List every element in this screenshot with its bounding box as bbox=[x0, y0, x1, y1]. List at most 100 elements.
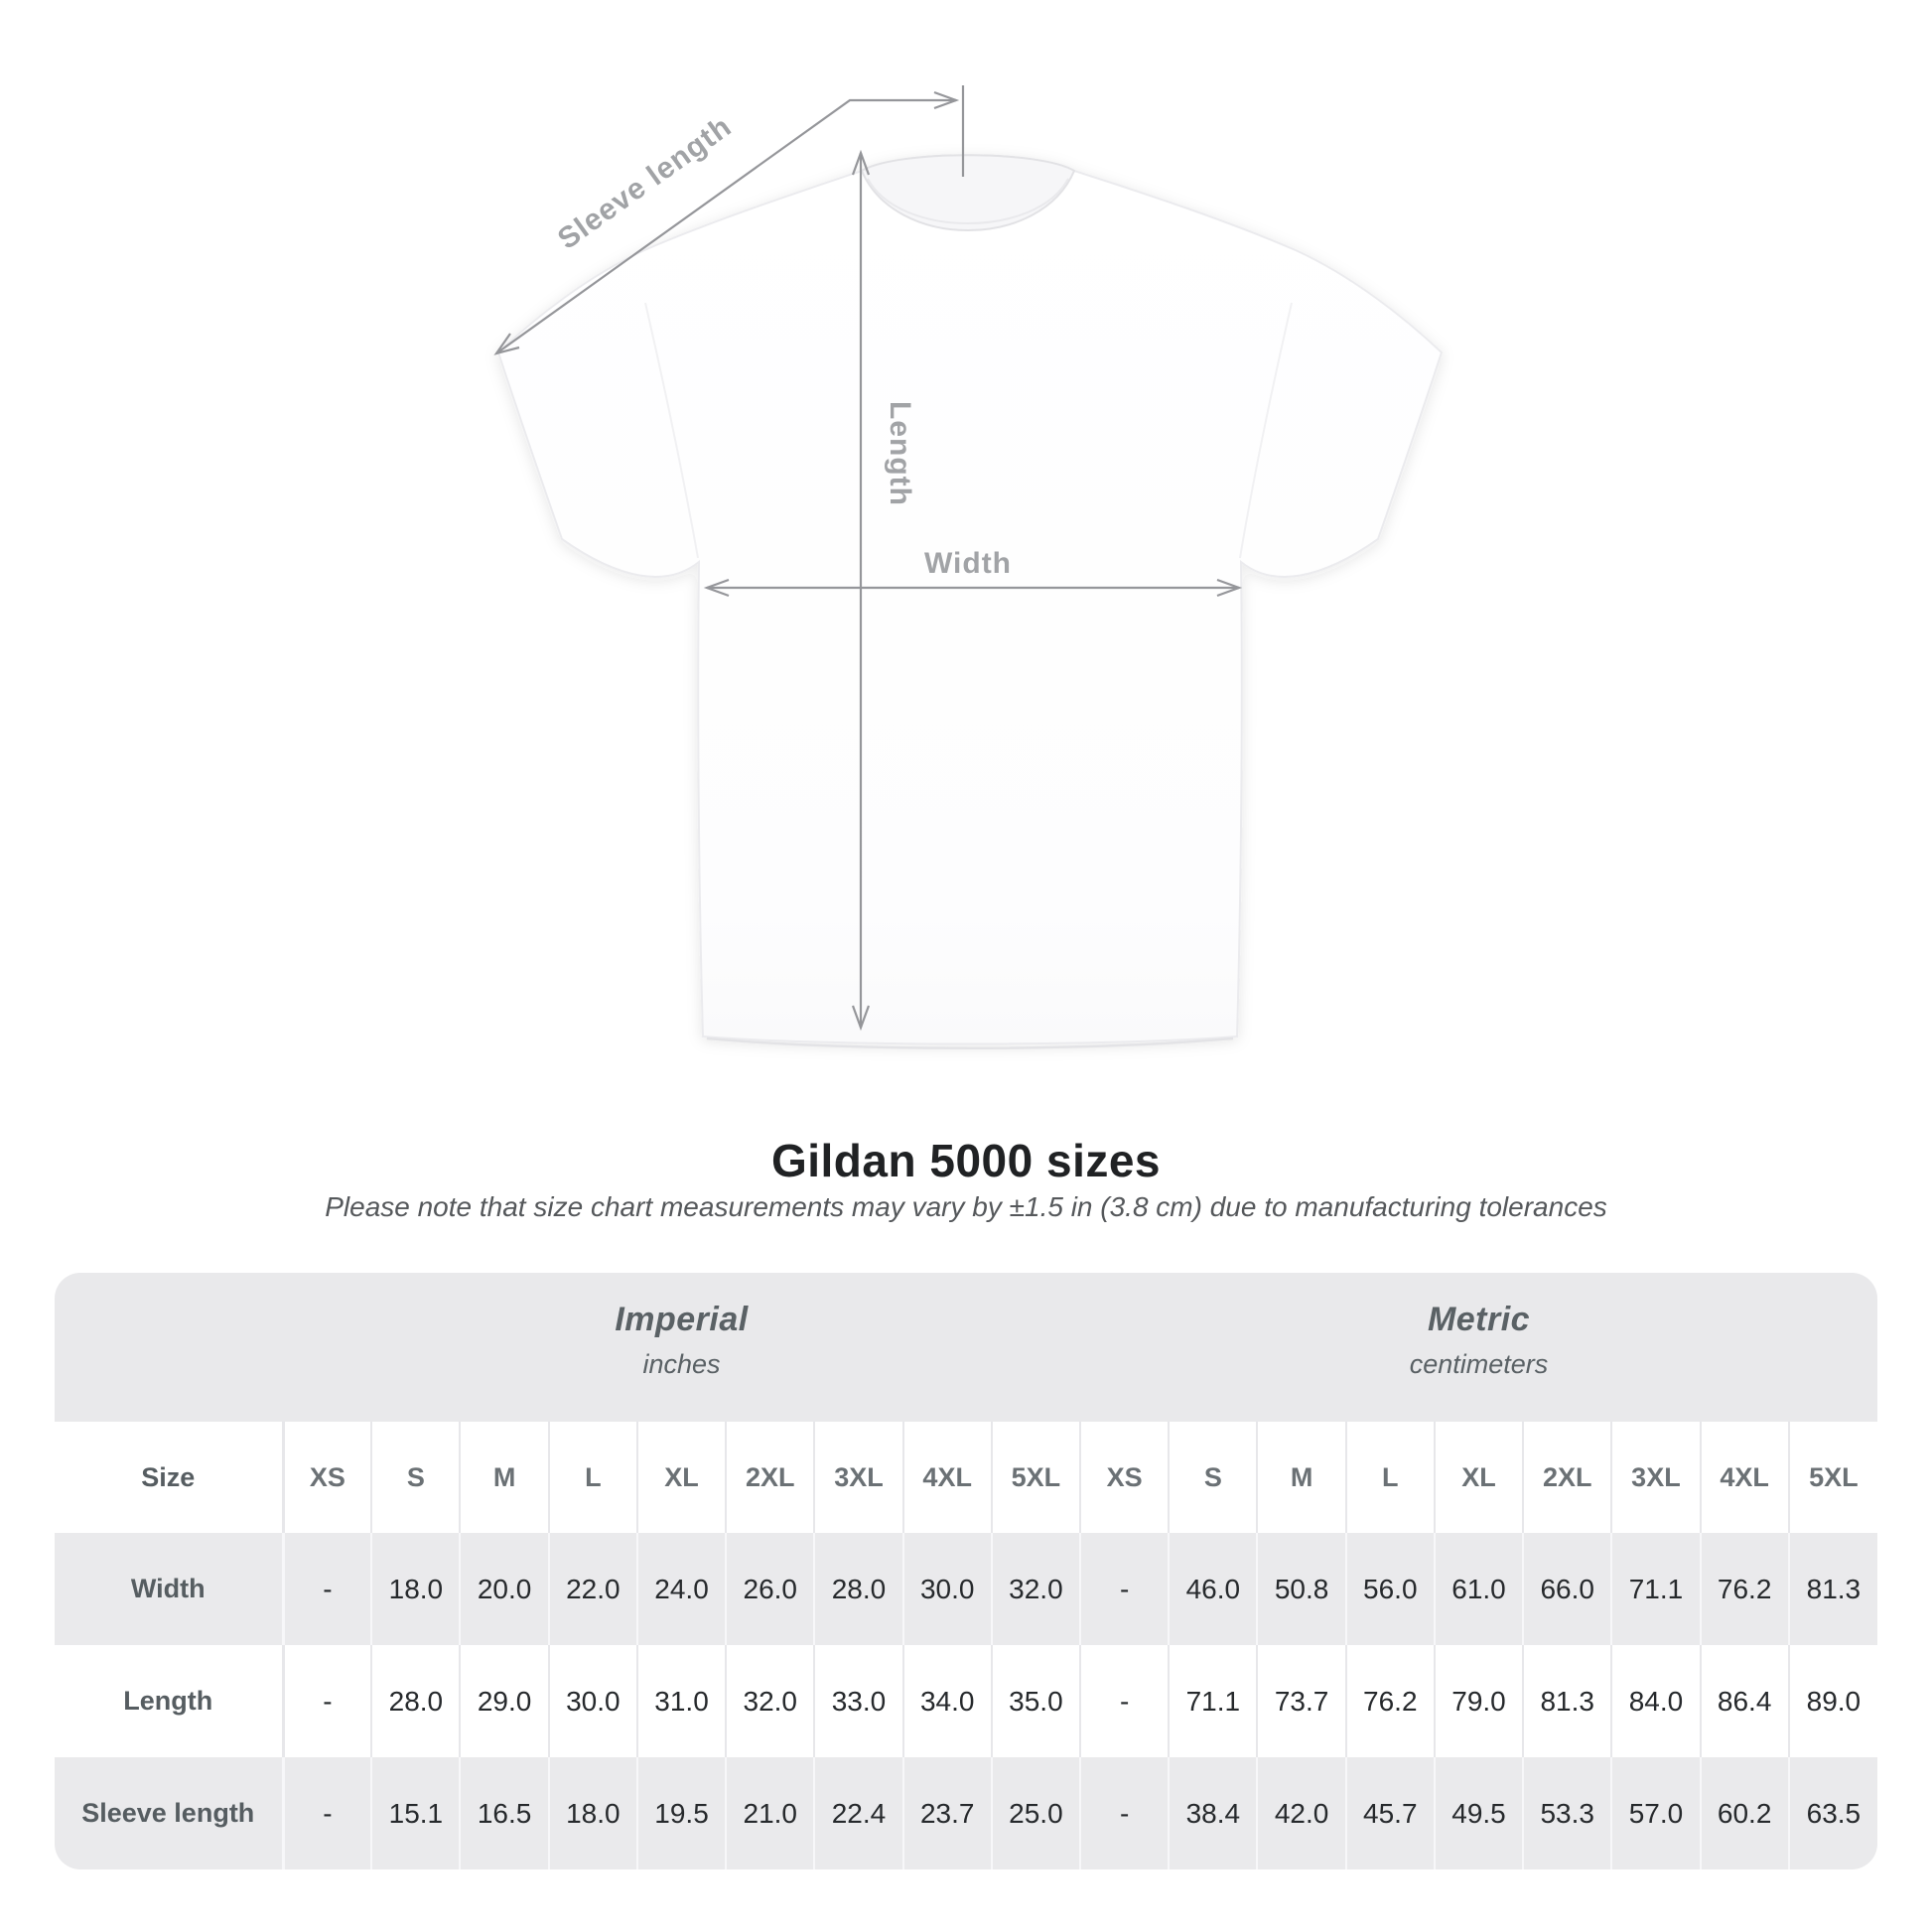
tolerance-note: Please note that size chart measurements… bbox=[325, 1191, 1607, 1222]
imperial-title: Imperial bbox=[615, 1301, 749, 1338]
size-col-header: 4XL bbox=[1699, 1422, 1789, 1533]
size-col-header: 3XL bbox=[813, 1422, 903, 1533]
length-label: Length bbox=[884, 401, 916, 506]
value-cell: 50.8 bbox=[1256, 1533, 1346, 1645]
size-col-header: 5XL bbox=[990, 1422, 1081, 1533]
metric-section-header: Metric centimeters bbox=[1080, 1273, 1877, 1422]
tshirt-measurement-diagram: Sleeve length Length Width bbox=[493, 85, 1444, 1049]
value-cell: 25.0 bbox=[990, 1757, 1081, 1869]
metric-unit: centimeters bbox=[1409, 1349, 1549, 1379]
unit-header-row: Imperial inches Metric centimeters bbox=[55, 1273, 1877, 1422]
size-col-header: S bbox=[370, 1422, 461, 1533]
value-cell: 61.0 bbox=[1433, 1533, 1524, 1645]
value-cell: 18.0 bbox=[547, 1757, 637, 1869]
value-cell: 63.5 bbox=[1787, 1757, 1877, 1869]
value-cell: - bbox=[1079, 1645, 1170, 1757]
size-col-header: L bbox=[1344, 1422, 1435, 1533]
value-cell: 22.0 bbox=[547, 1533, 637, 1645]
size-col-header: 3XL bbox=[1610, 1422, 1701, 1533]
value-cell: 76.2 bbox=[1699, 1533, 1789, 1645]
size-col-header: XS bbox=[281, 1422, 372, 1533]
imperial-section-header: Imperial inches bbox=[283, 1273, 1081, 1422]
size-col-header: L bbox=[547, 1422, 637, 1533]
size-header-row: Size XS S M L XL 2XL 3XL 4XL 5XL XS S M L XL 2XL 3XL 4XL… bbox=[55, 1422, 1877, 1533]
value-cell: 81.3 bbox=[1787, 1533, 1877, 1645]
value-cell: 21.0 bbox=[725, 1757, 815, 1869]
sleeve-length-arrow bbox=[493, 90, 960, 355]
value-cell: 29.0 bbox=[459, 1645, 549, 1757]
value-cell: 49.5 bbox=[1433, 1757, 1524, 1869]
value-cell: 79.0 bbox=[1433, 1645, 1524, 1757]
value-cell: 28.0 bbox=[813, 1533, 903, 1645]
value-cell: 19.5 bbox=[635, 1757, 727, 1869]
size-col-header: XS bbox=[1079, 1422, 1170, 1533]
value-cell: - bbox=[281, 1645, 372, 1757]
value-cell: - bbox=[1079, 1757, 1170, 1869]
hem-shadow bbox=[706, 1036, 1234, 1049]
value-cell: - bbox=[281, 1757, 372, 1869]
size-col-header: 2XL bbox=[725, 1422, 815, 1533]
value-cell: 73.7 bbox=[1256, 1645, 1346, 1757]
row-label: Sleeve length bbox=[81, 1798, 255, 1828]
value-cell: 32.0 bbox=[725, 1645, 815, 1757]
width-label: Width bbox=[924, 547, 1012, 580]
value-cell: 60.2 bbox=[1699, 1757, 1789, 1869]
value-cell: 76.2 bbox=[1344, 1645, 1435, 1757]
value-cell: 53.3 bbox=[1522, 1757, 1612, 1869]
value-cell: 18.0 bbox=[370, 1533, 461, 1645]
value-cell: 33.0 bbox=[813, 1645, 903, 1757]
value-cell: 16.5 bbox=[459, 1757, 549, 1869]
size-col-header: 4XL bbox=[901, 1422, 992, 1533]
value-cell: 57.0 bbox=[1610, 1757, 1701, 1869]
size-col-header: XL bbox=[1433, 1422, 1524, 1533]
size-col-header: S bbox=[1168, 1422, 1258, 1533]
collar-seam bbox=[867, 178, 1069, 224]
tshirt-illustration bbox=[496, 154, 1444, 1049]
right-armhole-crease bbox=[1239, 302, 1293, 559]
size-corner-label: Size bbox=[141, 1461, 196, 1492]
value-cell: 23.7 bbox=[901, 1757, 992, 1869]
table-row: Width -18.0 20.0 22.0 24.0 26.0 28.0 30.0 32.0-4… bbox=[55, 1533, 1877, 1645]
value-cell: 45.7 bbox=[1344, 1757, 1435, 1869]
value-cell: 28.0 bbox=[370, 1645, 461, 1757]
size-chart-table: Imperial inches Metric centimeters Size … bbox=[55, 1273, 1877, 1869]
size-col-header: XL bbox=[635, 1422, 727, 1533]
metric-title: Metric bbox=[1427, 1301, 1531, 1338]
value-cell: 26.0 bbox=[725, 1533, 815, 1645]
imperial-unit: inches bbox=[642, 1349, 721, 1379]
size-col-header: M bbox=[1256, 1422, 1346, 1533]
value-cell: 42.0 bbox=[1256, 1757, 1346, 1869]
page-title: Gildan 5000 sizes bbox=[770, 1135, 1162, 1186]
value-cell: 38.4 bbox=[1168, 1757, 1258, 1869]
value-cell: 31.0 bbox=[635, 1645, 727, 1757]
size-col-header: 5XL bbox=[1787, 1422, 1877, 1533]
size-col-header: 2XL bbox=[1522, 1422, 1612, 1533]
value-cell: 89.0 bbox=[1787, 1645, 1877, 1757]
row-label: Width bbox=[130, 1574, 206, 1603]
left-armhole-crease bbox=[644, 302, 699, 559]
row-label: Length bbox=[123, 1686, 213, 1716]
table-row: Sleeve length -15.1 16.5 18.0 19.5 21.0 22.4 23… bbox=[55, 1757, 1877, 1869]
value-cell: 56.0 bbox=[1344, 1533, 1435, 1645]
value-cell: 81.3 bbox=[1522, 1645, 1612, 1757]
width-arrow bbox=[703, 578, 1243, 598]
value-cell: 84.0 bbox=[1610, 1645, 1701, 1757]
value-cell: 20.0 bbox=[459, 1533, 549, 1645]
tshirt-shape bbox=[496, 154, 1444, 1045]
size-col-header: M bbox=[459, 1422, 549, 1533]
value-cell: 35.0 bbox=[990, 1645, 1081, 1757]
value-cell: 15.1 bbox=[370, 1757, 461, 1869]
corner-spacer bbox=[55, 1273, 284, 1422]
value-cell: 30.0 bbox=[901, 1533, 992, 1645]
value-cell: 30.0 bbox=[547, 1645, 637, 1757]
table-body: Imperial inches Metric centimeters Size … bbox=[55, 1273, 1877, 1869]
collar bbox=[860, 154, 1076, 231]
length-arrow bbox=[851, 149, 871, 1032]
value-cell: - bbox=[281, 1533, 372, 1645]
value-cell: 24.0 bbox=[635, 1533, 727, 1645]
value-cell: 66.0 bbox=[1522, 1533, 1612, 1645]
value-cell: 22.4 bbox=[813, 1757, 903, 1869]
value-cell: 46.0 bbox=[1168, 1533, 1258, 1645]
value-cell: 71.1 bbox=[1610, 1533, 1701, 1645]
